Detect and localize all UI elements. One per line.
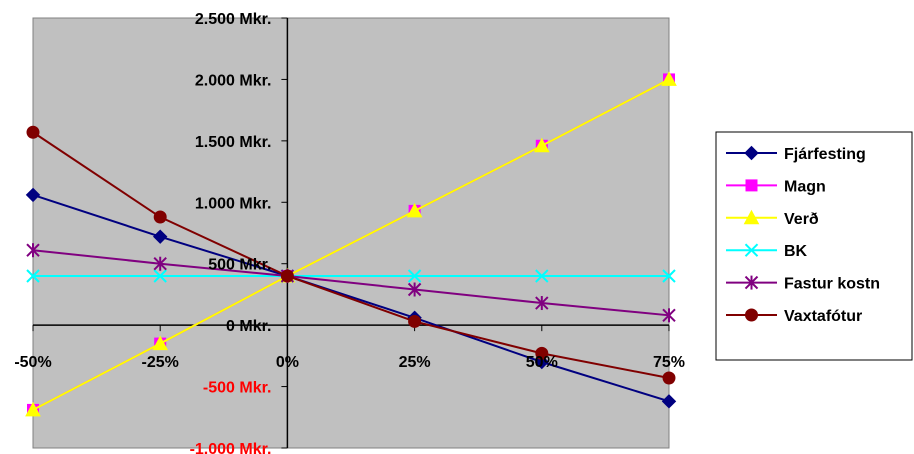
marker-fastur-kostn — [153, 256, 167, 271]
marker-fastur-kostn — [662, 308, 676, 323]
marker-fastur-kostn — [26, 243, 40, 258]
y-tick-label: 2.500 Mkr. — [195, 11, 272, 28]
legend-label-bk: BK — [784, 243, 808, 260]
y-tick-label: 2.000 Mkr. — [195, 72, 272, 89]
legend-label-ver-: Verð — [784, 211, 819, 228]
series-line-fastur-kostn — [32, 249, 670, 317]
legend-item-vaxtaf-tur: Vaxtafótur — [726, 308, 862, 325]
marker-bk — [153, 269, 167, 283]
marker-fj-rfesting — [152, 229, 168, 244]
x-tick-label: 50% — [526, 354, 558, 371]
marker-vaxtaf-tur — [408, 314, 422, 328]
series-vaxtaf-tur — [26, 125, 676, 385]
marker-fastur-kostn — [407, 282, 422, 297]
marker-fastur-kostn — [744, 275, 759, 290]
y-tick-labels: 2.500 Mkr. 2.000 Mkr. 1.500 Mkr. 1.000 Mkr.… — [190, 11, 272, 454]
series-line-fj-rfesting — [32, 193, 670, 403]
marker-ver- — [25, 401, 41, 417]
marker-ver- — [743, 209, 760, 225]
marker-bk — [535, 269, 549, 283]
legend-item-ver-: Verð — [726, 209, 819, 228]
legend-label-magn: Magn — [784, 178, 826, 195]
legend-item-bk: BK — [726, 243, 808, 260]
x-tick-label: -25% — [142, 354, 179, 371]
x-tick-label: 75% — [653, 354, 685, 371]
marker-vaxtaf-tur — [153, 210, 167, 224]
y-tick-label: 0 Mkr. — [226, 318, 271, 335]
y-tick-label: 1.500 Mkr. — [195, 134, 272, 151]
y-tick-label: 500 Mkr. — [208, 257, 271, 274]
marker-vaxtaf-tur — [662, 371, 676, 385]
x-tick-label: -50% — [14, 354, 51, 371]
legend-box — [715, 131, 913, 361]
marker-vaxtaf-tur — [280, 269, 294, 283]
legend-label-vaxtaf-tur: Vaxtafótur — [784, 308, 862, 325]
marker-fastur-kostn — [535, 296, 549, 311]
legend-item-fastur-kostn: Fastur kostn — [726, 275, 880, 293]
marker-ver- — [406, 202, 423, 218]
plot-area — [32, 17, 670, 449]
legend-item-fj-rfesting: Fjárfesting — [726, 145, 866, 163]
marker-vaxtaf-tur — [535, 346, 549, 360]
x-tick-label: 25% — [399, 354, 431, 371]
series-line-ver- — [32, 78, 670, 411]
marker-bk — [662, 269, 676, 283]
series-bk — [26, 269, 676, 283]
marker-ver- — [661, 71, 677, 86]
legend-item-magn: Magn — [726, 178, 826, 195]
legend-label-fj-rfesting: Fjárfesting — [784, 146, 866, 163]
marker-bk — [26, 269, 40, 283]
marker-ver- — [152, 335, 169, 351]
marker-fj-rfesting — [661, 394, 677, 409]
marker-bk — [744, 243, 759, 257]
marker-vaxtaf-tur — [745, 308, 758, 322]
x-tick-labels: -50% -25% 0% 25% 50% 75% — [14, 354, 685, 371]
marker-magn — [745, 179, 758, 192]
axes — [32, 17, 670, 449]
marker-ver- — [533, 137, 550, 153]
legend-label-fastur-kostn: Fastur kostn — [784, 276, 880, 293]
series-fastur-kostn — [26, 243, 676, 323]
marker-bk — [407, 269, 422, 283]
series-layer — [25, 71, 677, 417]
y-tick-label: -1.000 Mkr. — [190, 441, 272, 454]
y-tick-label: -500 Mkr. — [203, 380, 271, 397]
x-tick-label: 0% — [276, 354, 299, 371]
legend: Fjárfesting Magn Verð BK Fastur kostn Vaxtafó… — [715, 131, 913, 361]
y-tick-label: 1.000 Mkr. — [195, 195, 272, 212]
marker-fj-rfesting — [25, 187, 41, 203]
series-line-vaxtaf-tur — [32, 131, 670, 379]
marker-fj-rfesting — [744, 145, 759, 161]
marker-vaxtaf-tur — [26, 125, 40, 139]
